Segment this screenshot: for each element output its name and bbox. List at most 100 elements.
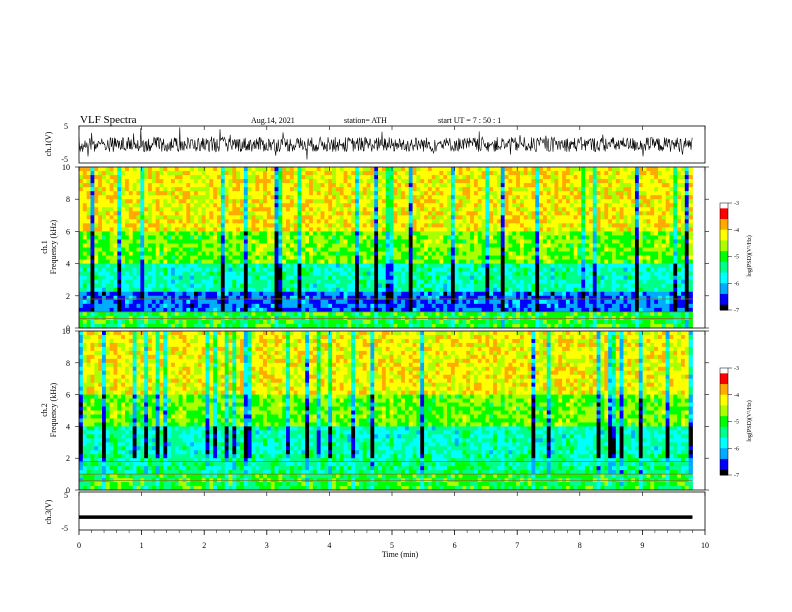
spectrogram-cell <box>312 203 318 208</box>
spectrogram-cell <box>79 267 84 273</box>
spectrogram-cell <box>431 167 436 172</box>
spectrogram-cell <box>623 167 628 172</box>
spectrogram-cell <box>102 263 107 269</box>
spectrogram-cell <box>347 199 352 204</box>
spectrogram-cell <box>535 259 540 264</box>
spectrogram-cell <box>366 227 371 232</box>
spectrogram-cell <box>259 255 264 260</box>
spectrogram-cell <box>439 247 444 252</box>
spectrogram-cell <box>351 207 356 212</box>
spectrogram-cell <box>389 187 394 192</box>
spectrogram-cell <box>504 279 509 285</box>
spectrogram-cell <box>623 203 628 208</box>
spectrogram-cell <box>224 275 229 281</box>
spectrogram-cell <box>381 251 387 256</box>
spectrogram-cell <box>251 239 256 244</box>
spectrogram-cell <box>439 239 444 244</box>
spectrogram-cell <box>220 271 226 277</box>
spectrogram-cell <box>259 247 264 252</box>
spectrogram-cell <box>577 207 582 212</box>
spectrogram-cell <box>615 167 621 172</box>
spectrogram-cell <box>458 267 463 273</box>
spectrogram-cell <box>424 195 429 200</box>
spectrogram-cell <box>358 219 364 224</box>
spectrogram-cell <box>393 255 398 260</box>
spectrogram-cell <box>339 187 344 192</box>
spectrogram-cell <box>266 183 272 188</box>
spectrogram-cell <box>585 187 590 192</box>
spectrogram-cell <box>408 199 413 204</box>
spectrogram-cell <box>144 291 149 297</box>
spectrogram-cell <box>588 175 594 180</box>
spectrogram-cell <box>255 215 260 220</box>
spectrogram-cell <box>397 191 402 196</box>
spectrogram-cell <box>527 203 532 208</box>
spectrogram-cell <box>573 199 578 204</box>
spectrogram-cell <box>217 275 222 281</box>
spectrogram-cell <box>489 255 494 260</box>
spectrogram-cell <box>638 283 644 289</box>
spectrogram-cell <box>255 191 260 196</box>
spectrogram-cell <box>420 243 425 248</box>
spectrogram-cell <box>493 239 498 244</box>
spectrogram-cell <box>489 283 494 289</box>
spectrogram-cell <box>132 283 137 289</box>
spectrogram-cell <box>631 191 636 196</box>
spectrogram-cell <box>205 263 210 269</box>
spectrogram-cell <box>79 227 84 232</box>
spectrogram-cell <box>535 183 540 188</box>
spectrogram-cell <box>592 195 598 200</box>
spectrogram-cell <box>569 171 575 176</box>
spectrogram-cell <box>232 267 237 273</box>
spectrogram-cell <box>117 195 122 200</box>
spectrogram-cell <box>401 215 406 220</box>
spectrogram-cell <box>102 195 107 200</box>
spectrogram-cell <box>90 187 95 192</box>
spectrogram-cell <box>542 167 548 172</box>
spectrogram-cell <box>562 243 567 248</box>
spectrogram-cell <box>332 271 337 277</box>
spectrogram-cell <box>362 227 367 232</box>
spectrogram-cell <box>650 219 655 224</box>
spectrogram-cell <box>324 191 329 196</box>
spectrogram-cell <box>558 227 563 232</box>
spectrogram-cell <box>316 243 321 248</box>
spectrogram-cell <box>462 287 467 293</box>
spectrogram-cell <box>286 195 291 200</box>
spectrogram-cell <box>270 275 275 281</box>
spectrogram-cell <box>466 219 471 224</box>
spectrogram-cell <box>443 267 448 273</box>
spectrogram-cell <box>378 287 383 293</box>
spectrogram-cell <box>677 255 682 260</box>
spectrogram-cell <box>86 259 91 264</box>
spectrogram-cell <box>581 183 586 188</box>
spectrogram-cell <box>224 287 229 293</box>
spectrogram-cell <box>458 179 463 184</box>
spectrogram-cell <box>416 271 421 277</box>
spectrogram-cell <box>163 199 168 204</box>
spectrogram-cell <box>109 251 114 256</box>
spectrogram-cell <box>209 287 214 293</box>
spectrogram-cell <box>79 211 84 216</box>
spectrogram-cell <box>220 191 226 196</box>
spectrogram-cell <box>431 199 436 204</box>
spectrogram-cell <box>374 243 379 248</box>
spectrogram-cell <box>600 239 605 244</box>
spectrogram-cell <box>240 239 245 244</box>
spectrogram-cell <box>385 231 390 236</box>
spectrogram-cell <box>163 283 168 289</box>
spectrogram-cell <box>431 243 436 248</box>
spectrogram-cell <box>673 251 678 256</box>
spectrogram-cell <box>412 247 417 252</box>
spectrogram-cell <box>592 171 598 176</box>
spectrogram-cell <box>182 247 187 252</box>
spectrogram-cell <box>600 175 605 180</box>
spectrogram-cell <box>631 231 636 236</box>
spectrogram-cell <box>424 179 429 184</box>
spectrogram-cell <box>454 219 459 224</box>
spectrogram-cell <box>470 255 475 260</box>
spectrogram-cell <box>381 263 387 269</box>
spectrogram-cell <box>646 247 651 252</box>
spectrogram-cell <box>220 175 226 180</box>
spectrogram-cell <box>439 235 444 240</box>
